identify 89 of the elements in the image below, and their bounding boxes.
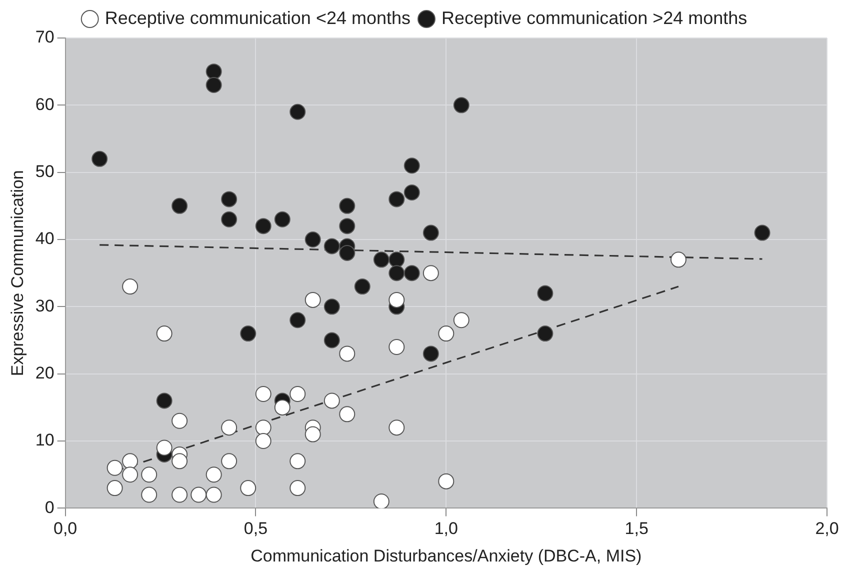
point bbox=[290, 386, 306, 402]
point bbox=[373, 252, 390, 268]
point bbox=[206, 77, 222, 94]
point bbox=[453, 312, 470, 328]
point bbox=[221, 211, 238, 228]
point bbox=[339, 218, 356, 234]
point bbox=[388, 252, 405, 268]
legend-label: Receptive communication >24 months bbox=[442, 8, 748, 28]
point bbox=[422, 224, 439, 241]
point bbox=[106, 480, 123, 496]
point bbox=[324, 332, 340, 348]
y-tick-label: 60 bbox=[35, 94, 54, 114]
point bbox=[221, 420, 238, 436]
point bbox=[388, 191, 405, 208]
point bbox=[240, 326, 256, 342]
point bbox=[373, 493, 390, 508]
point bbox=[324, 298, 340, 315]
point bbox=[172, 453, 188, 470]
point bbox=[206, 466, 222, 483]
point bbox=[156, 440, 172, 456]
x-tick-label: 0,5 bbox=[244, 519, 268, 538]
point bbox=[438, 326, 454, 342]
point bbox=[255, 433, 272, 450]
x-tick-label: 1,5 bbox=[624, 519, 648, 538]
point bbox=[190, 486, 207, 503]
point bbox=[274, 399, 290, 416]
point bbox=[339, 244, 356, 261]
y-tick-label: 0 bbox=[44, 498, 54, 517]
point bbox=[221, 453, 238, 470]
point bbox=[422, 265, 439, 282]
point bbox=[106, 460, 123, 476]
point bbox=[141, 486, 158, 503]
point bbox=[274, 211, 290, 228]
point bbox=[172, 486, 188, 503]
point bbox=[339, 198, 356, 214]
y-axis-title: Expressive Communication bbox=[8, 170, 27, 376]
point bbox=[156, 326, 172, 342]
point bbox=[290, 312, 306, 328]
point bbox=[537, 326, 554, 342]
point bbox=[339, 346, 356, 362]
point bbox=[404, 265, 420, 282]
point bbox=[354, 278, 370, 295]
x-tick-label: 1,0 bbox=[434, 519, 458, 538]
point bbox=[754, 224, 770, 241]
point bbox=[141, 466, 158, 483]
point bbox=[240, 480, 256, 496]
point bbox=[290, 104, 306, 120]
point bbox=[404, 184, 420, 200]
y-tick-label: 50 bbox=[35, 162, 54, 182]
point bbox=[122, 278, 138, 295]
point bbox=[255, 218, 272, 234]
point bbox=[304, 426, 321, 442]
point bbox=[304, 232, 321, 248]
point bbox=[438, 473, 454, 490]
legend-label: Receptive communication <24 months bbox=[104, 8, 411, 28]
point bbox=[206, 64, 222, 80]
x-tick-label: 0,0 bbox=[53, 519, 78, 538]
point bbox=[255, 386, 272, 402]
y-tick-label: 40 bbox=[35, 229, 54, 248]
x-axis-title: Communication Disturbances/Anxiety (DBC-A, MIS) bbox=[250, 546, 642, 566]
point bbox=[388, 338, 405, 355]
point bbox=[422, 346, 439, 362]
point bbox=[404, 158, 420, 174]
point bbox=[304, 292, 321, 308]
point bbox=[290, 453, 306, 470]
point bbox=[221, 191, 238, 208]
point bbox=[122, 466, 138, 483]
point bbox=[453, 97, 470, 114]
point bbox=[388, 292, 405, 308]
point bbox=[388, 420, 405, 436]
point bbox=[290, 480, 306, 496]
y-tick-label: 30 bbox=[35, 296, 54, 316]
y-tick-label: 20 bbox=[35, 364, 54, 383]
point bbox=[122, 453, 138, 470]
point bbox=[670, 252, 686, 268]
x-tick-label: 2,0 bbox=[815, 519, 839, 538]
point bbox=[172, 198, 188, 214]
point bbox=[92, 150, 108, 167]
point bbox=[388, 265, 405, 282]
point bbox=[339, 406, 356, 422]
y-tick-label: 70 bbox=[35, 28, 54, 47]
point bbox=[537, 285, 554, 302]
point bbox=[206, 486, 222, 503]
point bbox=[255, 420, 272, 436]
point bbox=[324, 392, 340, 409]
y-tick-label: 10 bbox=[35, 430, 54, 450]
point bbox=[324, 238, 340, 254]
point bbox=[156, 392, 172, 409]
point bbox=[172, 412, 188, 429]
